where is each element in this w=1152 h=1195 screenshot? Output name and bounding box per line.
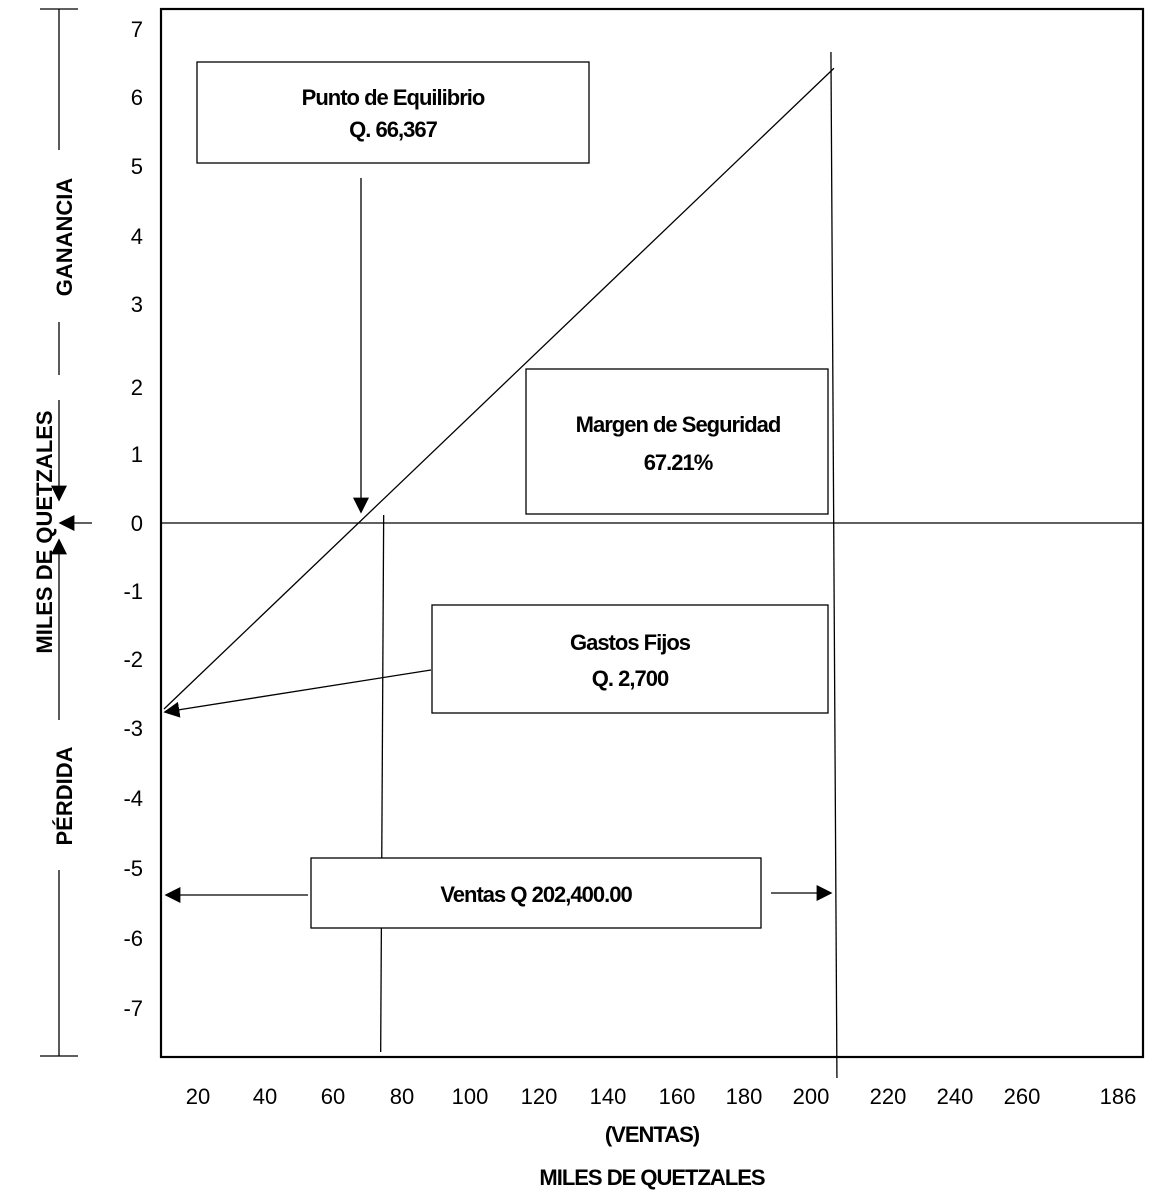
x-tick-label: 180	[726, 1084, 763, 1109]
safety-annotation: Margen de Seguridad 67.21%	[525, 368, 829, 515]
x-tick-label: 260	[1004, 1084, 1041, 1109]
breakeven-vertical-line	[380, 514, 385, 1053]
fixed-cost-annotation: Gastos Fijos Q. 2,700	[163, 604, 829, 718]
x-tick-label: 20	[186, 1084, 210, 1109]
sales-vertical-line	[830, 51, 838, 1079]
y-tick-label: 3	[131, 292, 143, 317]
y-tick-label: -6	[123, 926, 143, 951]
y-tick-label: -2	[123, 647, 143, 672]
x-tick-label: 120	[521, 1084, 558, 1109]
y-tick-label: -1	[123, 579, 143, 604]
loss-label: PÉRDIDA	[52, 746, 77, 845]
side-bracket	[40, 8, 92, 1057]
x-tick-label: 60	[321, 1084, 345, 1109]
y-tick-label: 6	[131, 85, 143, 110]
sales-annotation: Ventas Q 202,400.00	[164, 857, 833, 929]
x-tick-label: 140	[590, 1084, 627, 1109]
y-tick-label: 2	[131, 375, 143, 400]
x-tick-label: 186	[1100, 1084, 1137, 1109]
svg-text:Q. 66,367: Q. 66,367	[349, 117, 437, 142]
svg-text:Ventas Q 202,400.00: Ventas Q 202,400.00	[440, 882, 632, 907]
y-tick-label: 0	[131, 511, 143, 536]
svg-text:Margen de Seguridad: Margen de Seguridad	[576, 412, 781, 437]
y-tick-label: -3	[123, 716, 143, 741]
svg-text:67.21%: 67.21%	[644, 450, 713, 475]
x-tick-label: 240	[937, 1084, 974, 1109]
x-axis-subtitle: MILES DE QUETZALES	[539, 1165, 765, 1190]
y-tick-label: -4	[123, 786, 143, 811]
y-tick-label: -7	[123, 996, 143, 1021]
profit-label: GANANCIA	[52, 178, 77, 297]
svg-text:Punto de Equilibrio: Punto de Equilibrio	[302, 85, 485, 110]
x-tick-label: 100	[452, 1084, 489, 1109]
x-tick-label: 80	[390, 1084, 414, 1109]
x-axis-ticks: 20 40 60 80 100 120 140 160 180 200 220 240 260 186	[186, 1084, 1137, 1109]
y-tick-label: 4	[131, 224, 143, 249]
y-axis-ticks: 7 6 5 4 3 2 1 0 -1 -2 -3 -4 -5 -6 -7	[123, 17, 143, 1021]
x-tick-label: 200	[793, 1084, 830, 1109]
y-tick-label: -5	[123, 856, 143, 881]
x-tick-label: 220	[870, 1084, 907, 1109]
breakeven-annotation: Punto de Equilibrio Q. 66,367	[196, 61, 590, 514]
y-axis-title: MILES DE QUETZALES	[32, 410, 57, 653]
y-tick-label: 7	[131, 17, 143, 42]
x-tick-label: 160	[659, 1084, 696, 1109]
y-tick-label: 1	[131, 442, 143, 467]
y-tick-label: 5	[131, 154, 143, 179]
svg-text:Q. 2,700: Q. 2,700	[592, 666, 669, 691]
svg-text:Gastos Fijos: Gastos Fijos	[570, 630, 691, 655]
x-axis-title: (VENTAS)	[605, 1122, 700, 1147]
profit-line	[163, 67, 835, 710]
x-tick-label: 40	[253, 1084, 277, 1109]
plot-area	[159, 7, 1145, 1059]
